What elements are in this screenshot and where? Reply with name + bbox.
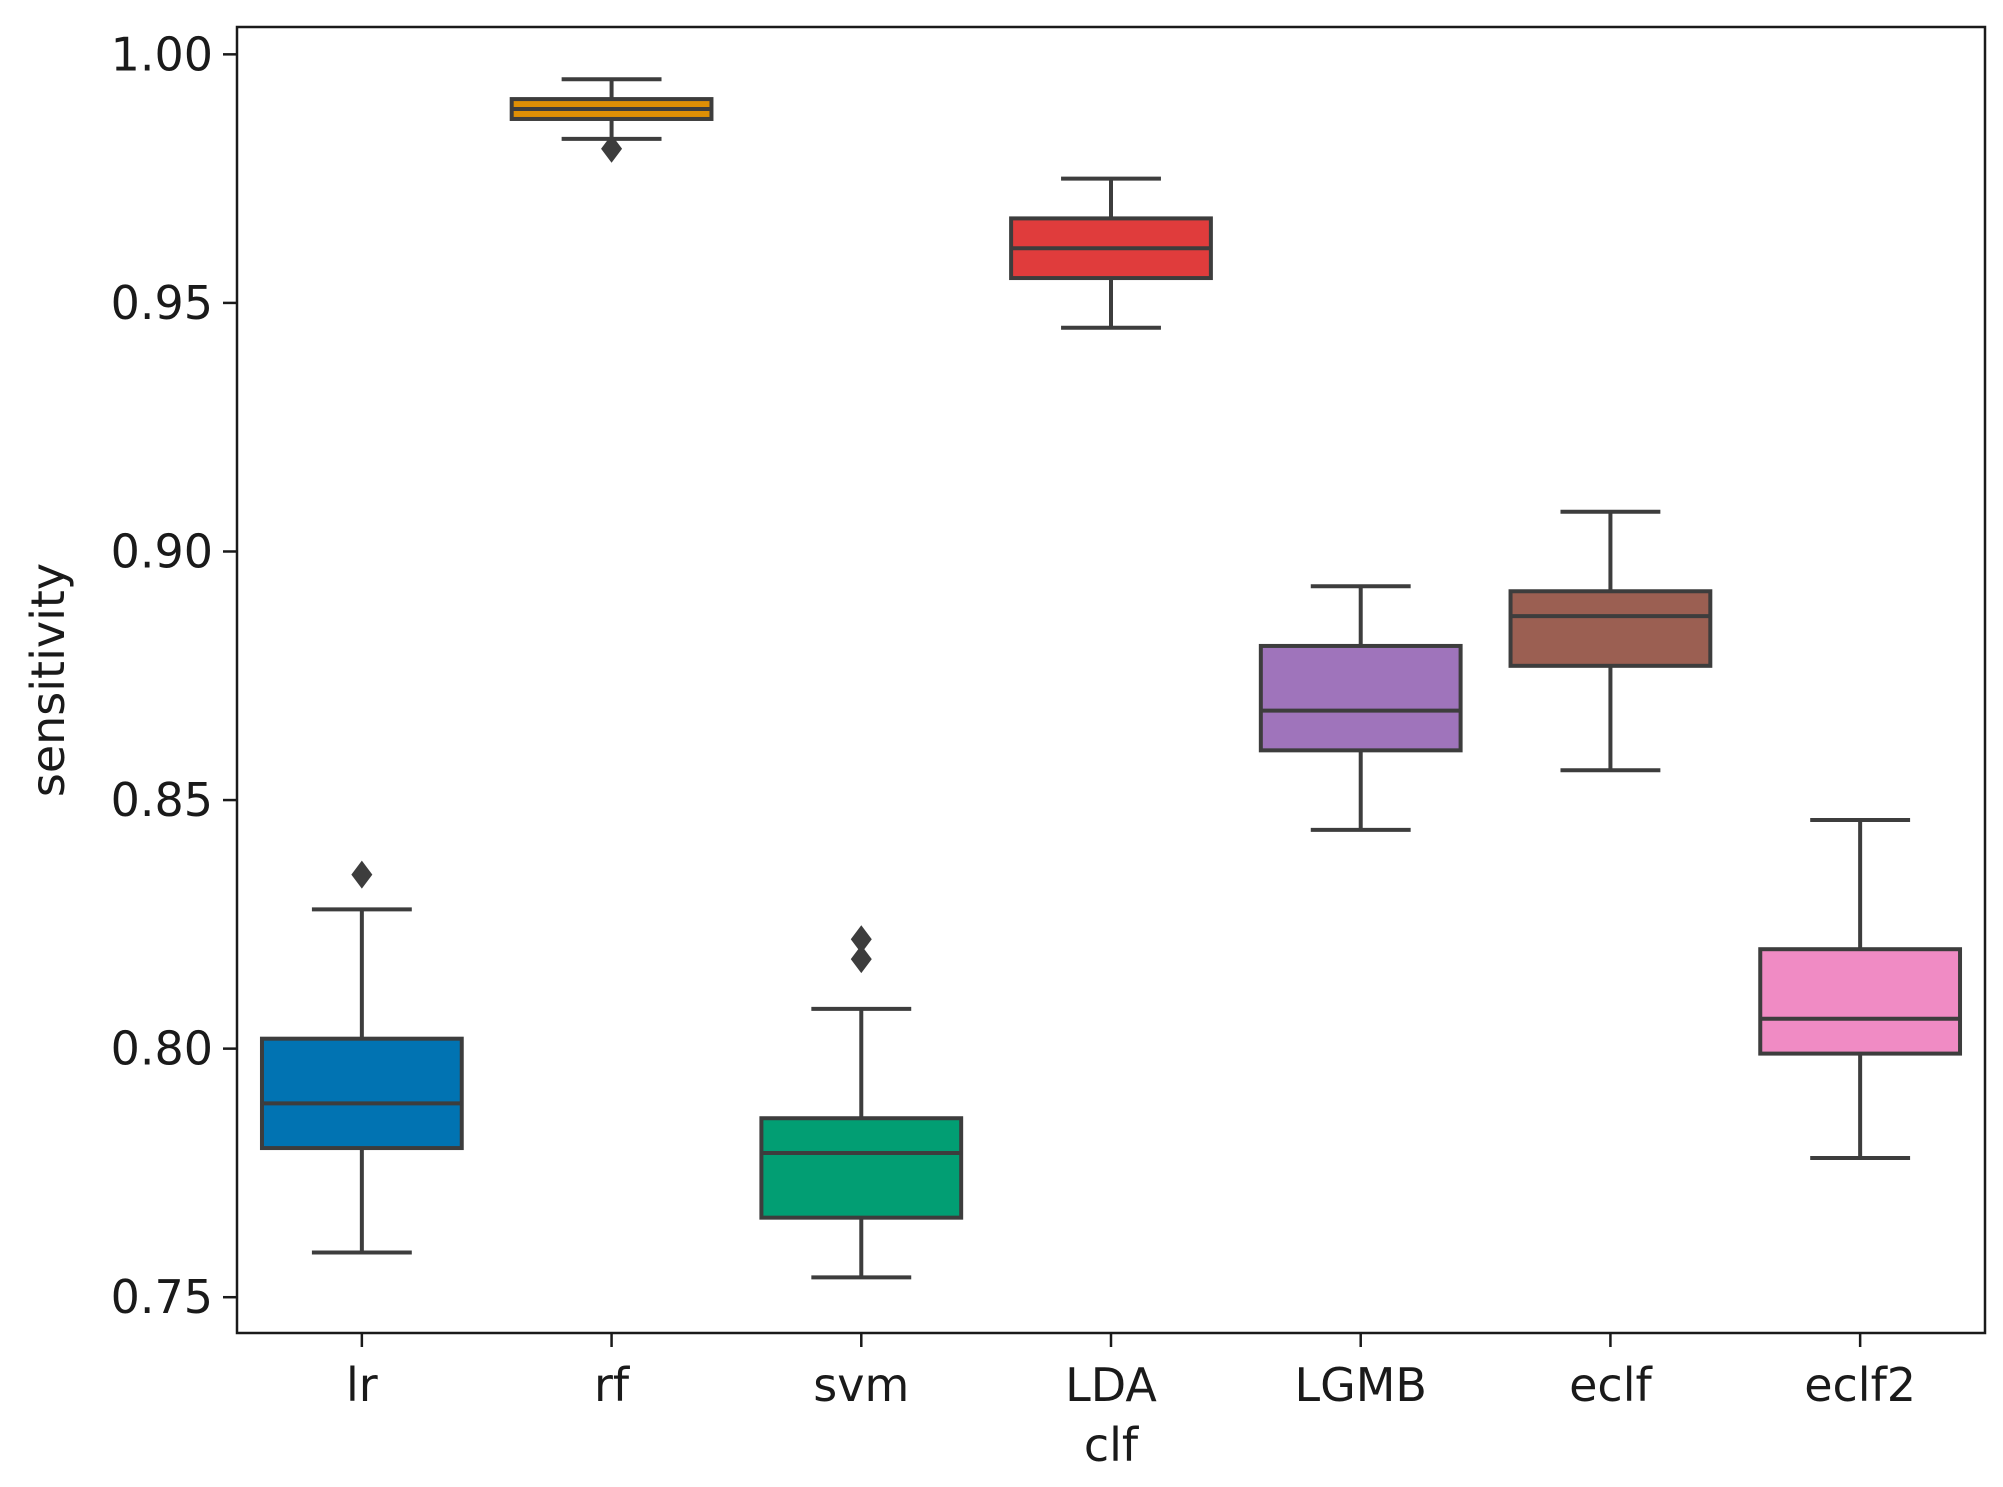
y-tick-label: 1.00 bbox=[111, 27, 213, 81]
box-svm bbox=[759, 925, 964, 1280]
box-lr bbox=[259, 860, 464, 1255]
box-eclf bbox=[1508, 509, 1713, 773]
box-body bbox=[1258, 643, 1463, 753]
plot-frame bbox=[235, 25, 1987, 1335]
x-tick-label: eclf2 bbox=[1804, 1358, 1916, 1412]
outlier-point bbox=[850, 945, 872, 974]
boxes-layer bbox=[259, 77, 1963, 1280]
y-axis-label: sensitivity bbox=[21, 563, 75, 797]
y-tick-label: 0.85 bbox=[111, 773, 213, 827]
y-tick-label: 0.80 bbox=[111, 1022, 213, 1076]
outlier-point bbox=[850, 925, 872, 954]
x-tick-label: LDA bbox=[1065, 1358, 1157, 1412]
y-tick-label: 0.95 bbox=[111, 276, 213, 330]
box-body bbox=[1508, 589, 1713, 668]
box-LDA bbox=[1009, 176, 1213, 330]
y-tick-label: 0.75 bbox=[111, 1270, 213, 1324]
x-tick-label: lr bbox=[346, 1358, 378, 1412]
x-axis-ticks: lr rf svm LDA LGMB eclf eclf2 bbox=[346, 1333, 1916, 1412]
y-tick-label: 0.90 bbox=[111, 524, 213, 578]
x-tick-label: eclf bbox=[1569, 1358, 1653, 1412]
y-axis-ticks: 0.75 0.80 0.85 0.90 0.95 1.00 bbox=[111, 27, 237, 1324]
box-rf bbox=[509, 77, 714, 163]
x-axis-label: clf bbox=[1084, 1418, 1140, 1472]
x-tick-label: LGMB bbox=[1294, 1358, 1427, 1412]
outlier-point bbox=[351, 860, 373, 889]
box-body bbox=[259, 1036, 464, 1151]
box-body bbox=[1758, 947, 1963, 1056]
outlier-point bbox=[601, 134, 623, 163]
box-body bbox=[759, 1116, 964, 1220]
box-LGMB bbox=[1258, 584, 1463, 832]
box-eclf2 bbox=[1758, 817, 1963, 1161]
x-tick-label: svm bbox=[813, 1358, 909, 1412]
x-tick-label: rf bbox=[594, 1358, 631, 1412]
